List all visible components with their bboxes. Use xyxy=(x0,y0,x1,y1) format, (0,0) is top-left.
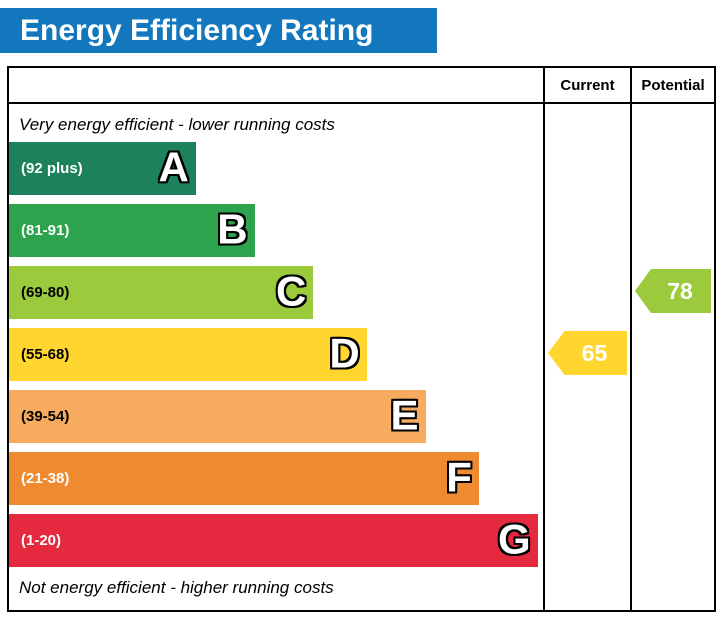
band-e-letter: E xyxy=(390,390,419,438)
band-d-range: (55-68) xyxy=(21,346,70,363)
band-c-range: (69-80) xyxy=(21,284,70,301)
table-body-row: Very energy efficient - lower running co… xyxy=(9,104,714,610)
current-value: 65 xyxy=(581,339,608,366)
band-a: (92 plus) A xyxy=(9,142,196,195)
energy-rating-table: Current Potential Very energy efficient … xyxy=(7,66,716,612)
table-header-row: Current Potential xyxy=(9,68,714,104)
rating-bands-column: Very energy efficient - lower running co… xyxy=(9,104,543,610)
current-score-column: 65 xyxy=(543,104,630,610)
band-c-letter: C xyxy=(276,266,307,314)
potential-value: 78 xyxy=(667,277,693,304)
band-g-letter: G xyxy=(497,514,531,562)
band-f-range: (21-38) xyxy=(21,470,70,487)
band-g-range: (1-20) xyxy=(21,532,62,549)
band-e-range: (39-54) xyxy=(21,408,70,425)
current-column-header: Current xyxy=(543,68,630,102)
band-b: (81-91) B xyxy=(9,204,255,257)
header-spacer xyxy=(9,68,543,102)
band-d: (55-68) D xyxy=(9,328,367,381)
band-f-letter: F xyxy=(446,452,472,500)
page-title: Energy Efficiency Rating xyxy=(20,13,374,47)
band-c: (69-80) C xyxy=(9,266,314,319)
band-a-range: (92 plus) xyxy=(21,160,83,177)
top-caption: Very energy efficient - lower running co… xyxy=(19,115,335,134)
bottom-caption: Not energy efficient - higher running co… xyxy=(19,578,334,597)
rating-bands: (92 plus) A (81-91) B (69-80) C (55-68) … xyxy=(9,142,543,567)
title-bar: Energy Efficiency Rating xyxy=(0,8,437,53)
potential-column-header: Potential xyxy=(630,68,714,102)
band-a-letter: A xyxy=(158,142,189,190)
band-e: (39-54) E xyxy=(9,390,426,443)
potential-score-column: 78 xyxy=(630,104,714,610)
potential-arrow: 78 xyxy=(635,269,711,313)
band-b-range: (81-91) xyxy=(21,222,70,239)
current-arrow: 65 xyxy=(548,331,627,375)
band-b-letter: B xyxy=(217,204,248,252)
band-d-letter: D xyxy=(329,328,360,376)
band-g: (1-20) G xyxy=(9,514,538,567)
band-f: (21-38) F xyxy=(9,452,479,505)
